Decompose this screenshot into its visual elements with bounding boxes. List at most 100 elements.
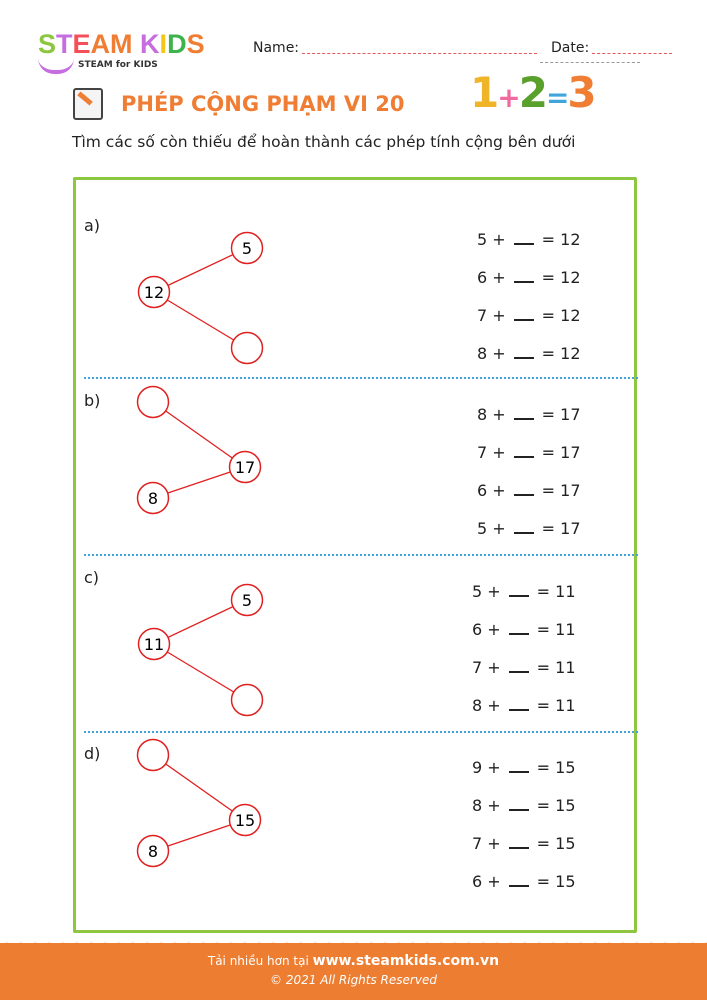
bond-part-circle: 5 <box>230 231 264 265</box>
logo: STEAM KIDS <box>38 31 205 58</box>
equation-left: 8 + <box>477 405 506 424</box>
svg-text:5: 5 <box>242 239 252 258</box>
numbers-mascot-image: 1+2=3 <box>470 68 597 117</box>
svg-text:15: 15 <box>235 811 255 830</box>
equation-left: 7 + <box>477 306 506 325</box>
equation: 8 + = 12 <box>477 344 581 363</box>
logo-subtitle: STEAM for KIDS <box>78 60 158 70</box>
answer-blank[interactable] <box>508 873 529 887</box>
equation-right: = 11 <box>536 696 576 715</box>
equation-left: 8 + <box>477 344 506 363</box>
equation-left: 9 + <box>472 758 501 777</box>
bond-part-blank[interactable] <box>230 331 264 365</box>
equation-right: = 11 <box>536 658 576 677</box>
equation: 5 + = 17 <box>477 519 581 538</box>
svg-text:8: 8 <box>148 842 158 861</box>
bond-line <box>152 401 246 468</box>
footer: Tải nhiều hơn tại www.steamkids.com.vn ©… <box>0 943 707 1000</box>
section-label: b) <box>84 391 101 410</box>
answer-blank[interactable] <box>513 345 534 359</box>
section-divider <box>84 377 638 379</box>
equation-left: 6 + <box>472 872 501 891</box>
date-label: Date: <box>551 40 590 56</box>
equation: 7 + = 12 <box>477 306 581 325</box>
name-field[interactable] <box>302 53 537 54</box>
section-label: a) <box>84 216 101 235</box>
divider <box>540 62 640 63</box>
equation-right: = 15 <box>536 872 576 891</box>
bond-part-blank[interactable] <box>136 385 170 419</box>
logo-swoosh <box>38 58 74 74</box>
bond-line <box>153 247 248 293</box>
section-divider <box>84 731 638 733</box>
answer-blank[interactable] <box>513 269 534 283</box>
equation: 6 + = 17 <box>477 481 581 500</box>
equation-left: 6 + <box>477 268 506 287</box>
instruction: Tìm các số còn thiếu để hoàn thành các p… <box>72 133 576 151</box>
bond-whole-circle: 11 <box>137 627 171 661</box>
equation-right: = 17 <box>541 405 581 424</box>
answer-blank[interactable] <box>508 797 529 811</box>
answer-blank[interactable] <box>508 621 529 635</box>
svg-text:12: 12 <box>144 283 164 302</box>
answer-blank[interactable] <box>508 759 529 773</box>
equation: 7 + = 17 <box>477 443 581 462</box>
equation-left: 6 + <box>477 481 506 500</box>
equation-left: 7 + <box>472 834 501 853</box>
bond-part-circle: 8 <box>136 834 170 868</box>
pencil-paper-icon <box>73 88 103 120</box>
bond-whole-circle: 15 <box>228 803 262 837</box>
equation-right: = 11 <box>536 620 576 639</box>
equation-right: = 17 <box>541 443 581 462</box>
bond-line <box>153 599 248 645</box>
answer-blank[interactable] <box>513 444 534 458</box>
footer-prefix: Tải nhiều hơn tại <box>207 954 309 968</box>
equation: 7 + = 15 <box>472 834 576 853</box>
bond-part-blank[interactable] <box>230 683 264 717</box>
svg-text:11: 11 <box>144 635 164 654</box>
equation: 6 + = 15 <box>472 872 576 891</box>
section-divider <box>84 554 638 556</box>
page-title: PHÉP CỘNG PHẠM VI 20 <box>121 92 405 116</box>
equation-right: = 17 <box>541 481 581 500</box>
equation: 5 + = 11 <box>472 582 576 601</box>
equation-right: = 11 <box>536 582 576 601</box>
equation-right: = 12 <box>541 268 581 287</box>
answer-blank[interactable] <box>508 835 529 849</box>
bond-whole-circle: 17 <box>228 450 262 484</box>
equation-right: = 15 <box>536 834 576 853</box>
date-field[interactable] <box>592 53 672 54</box>
section-label: d) <box>84 744 101 763</box>
bond-whole-circle: 12 <box>137 275 171 309</box>
equation-right: = 15 <box>536 796 576 815</box>
equation: 7 + = 11 <box>472 658 576 677</box>
section-label: c) <box>84 568 100 587</box>
equation-left: 8 + <box>472 696 501 715</box>
answer-blank[interactable] <box>513 482 534 496</box>
bond-part-blank[interactable] <box>136 738 170 772</box>
bond-line <box>153 643 248 701</box>
equation-right: = 15 <box>536 758 576 777</box>
bond-line <box>152 754 246 821</box>
equation-right: = 12 <box>541 230 581 249</box>
answer-blank[interactable] <box>513 231 534 245</box>
equation: 6 + = 11 <box>472 620 576 639</box>
answer-blank[interactable] <box>513 307 534 321</box>
name-label: Name: <box>253 40 300 56</box>
equation: 5 + = 12 <box>477 230 581 249</box>
equation-right: = 12 <box>541 306 581 325</box>
answer-blank[interactable] <box>513 406 534 420</box>
answer-blank[interactable] <box>513 520 534 534</box>
bond-part-circle: 5 <box>230 583 264 617</box>
answer-blank[interactable] <box>508 583 529 597</box>
equation-left: 5 + <box>472 582 501 601</box>
answer-blank[interactable] <box>508 697 529 711</box>
equation: 9 + = 15 <box>472 758 576 777</box>
svg-text:17: 17 <box>235 458 255 477</box>
copyright: © 2021 All Rights Reserved <box>270 973 437 987</box>
bond-part-circle: 8 <box>136 481 170 515</box>
footer-site-link[interactable]: www.steamkids.com.vn <box>312 953 500 969</box>
answer-blank[interactable] <box>508 659 529 673</box>
equation-left: 8 + <box>472 796 501 815</box>
